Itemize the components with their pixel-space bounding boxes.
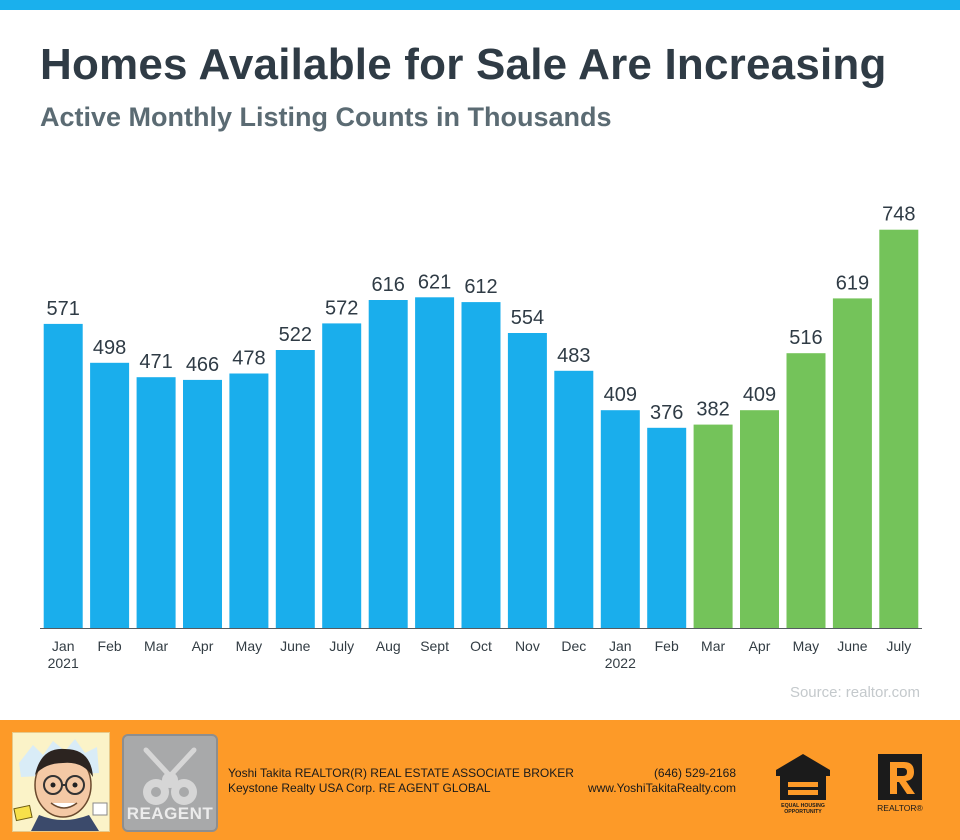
reagent-logo: REAGENT: [122, 734, 218, 832]
x-tick-label: June: [837, 638, 868, 654]
x-tick-label: Jan: [52, 638, 75, 654]
chart-title: Homes Available for Sale Are Increasing: [40, 40, 887, 89]
x-tick-label: Feb: [98, 638, 122, 654]
bar-5: [229, 373, 269, 628]
equal-housing-opportunity-logo: EQUAL HOUSING OPPORTUNITY: [770, 750, 836, 815]
x-tick-label: Nov: [515, 638, 540, 654]
bar-18: [832, 298, 872, 628]
x-tick-label: Dec: [561, 638, 586, 654]
bar-value-label: 748: [882, 204, 915, 226]
bar-3: [136, 377, 176, 628]
agent-contact-info: Yoshi Takita REALTOR(R) REAL ESTATE ASSO…: [228, 766, 736, 796]
x-tick-label: Mar: [701, 638, 725, 654]
agent-phone[interactable]: (646) 529-2168: [653, 766, 736, 780]
x-tick-label: June: [280, 638, 311, 654]
bar-19: [879, 229, 919, 628]
bar-7: [322, 323, 362, 628]
svg-text:OPPORTUNITY: OPPORTUNITY: [784, 809, 822, 814]
realtor-logo: REALTOR®: [872, 752, 928, 814]
x-tick-label: May: [236, 638, 262, 654]
bar-value-label: 571: [47, 298, 80, 320]
x-tick-label: July: [329, 638, 354, 654]
chart-subtitle: Active Monthly Listing Counts in Thousan…: [40, 102, 612, 132]
bar-value-label: 471: [139, 351, 172, 373]
bar-15: [693, 424, 733, 628]
bar-value-label: 409: [743, 384, 776, 406]
bar-1: [43, 323, 83, 628]
bar-value-label: 409: [604, 384, 637, 406]
top-accent-bar: [0, 0, 960, 10]
bar-value-label: 612: [464, 276, 497, 298]
bar-value-label: 616: [372, 274, 405, 296]
bar-value-label: 466: [186, 354, 219, 376]
agent-website-link[interactable]: www.YoshiTakitaRealty.com: [587, 781, 736, 795]
bar-value-label: 483: [557, 345, 590, 367]
x-tick-label: Mar: [144, 638, 168, 654]
bar-value-label: 516: [789, 327, 822, 349]
bar-11: [507, 333, 547, 628]
bar-value-label: 619: [836, 272, 869, 294]
bar-value-label: 522: [279, 324, 312, 346]
bar-10: [461, 302, 501, 628]
x-tick-label: Aug: [376, 638, 401, 654]
realtor-logo-text: REALTOR®: [877, 803, 923, 813]
agent-caricature-image: [12, 732, 110, 832]
source-note: Source: realtor.com: [789, 684, 920, 701]
bar-value-label: 621: [418, 271, 451, 293]
bar-2: [90, 362, 130, 628]
x-tick-label: May: [793, 638, 819, 654]
bar-9: [415, 297, 455, 628]
bar-16: [740, 410, 779, 628]
bar-13: [600, 410, 640, 628]
bar-value-label: 376: [650, 402, 683, 424]
reagent-logo-text: REAGENT: [126, 804, 214, 823]
bar-value-label: 478: [232, 348, 265, 370]
bar-17: [786, 353, 826, 628]
x-tick-label: Jan: [609, 638, 632, 654]
bar-value-label: 498: [93, 337, 126, 359]
agent-footer: REAGENT Yoshi Takita REALTOR(R) REAL EST…: [0, 720, 960, 840]
x-tick-label: Oct: [470, 638, 492, 654]
bar-4: [183, 379, 222, 628]
bar-12: [554, 370, 594, 628]
bar-14: [647, 427, 687, 628]
bar-value-label: 382: [696, 399, 729, 421]
bar-chart: 571Jan2021498Feb471Mar466Apr478May522Jun…: [40, 204, 922, 671]
x-tick-label: 2021: [48, 655, 79, 671]
bar-8: [368, 300, 408, 628]
bar-value-label: 554: [511, 307, 544, 329]
x-tick-label: Apr: [192, 638, 214, 654]
x-tick-label: 2022: [605, 655, 636, 671]
x-tick-label: Sept: [420, 638, 449, 654]
x-tick-label: Apr: [749, 638, 771, 654]
x-tick-label: Feb: [655, 638, 679, 654]
svg-text:EQUAL HOUSING: EQUAL HOUSING: [781, 803, 825, 809]
agent-name-line: Yoshi Takita REALTOR(R) REAL ESTATE ASSO…: [228, 766, 574, 780]
company-line: Keystone Realty USA Corp. RE AGENT GLOBA…: [228, 781, 491, 795]
x-tick-label: July: [886, 638, 911, 654]
bar-value-label: 572: [325, 297, 358, 319]
bar-6: [275, 350, 315, 628]
